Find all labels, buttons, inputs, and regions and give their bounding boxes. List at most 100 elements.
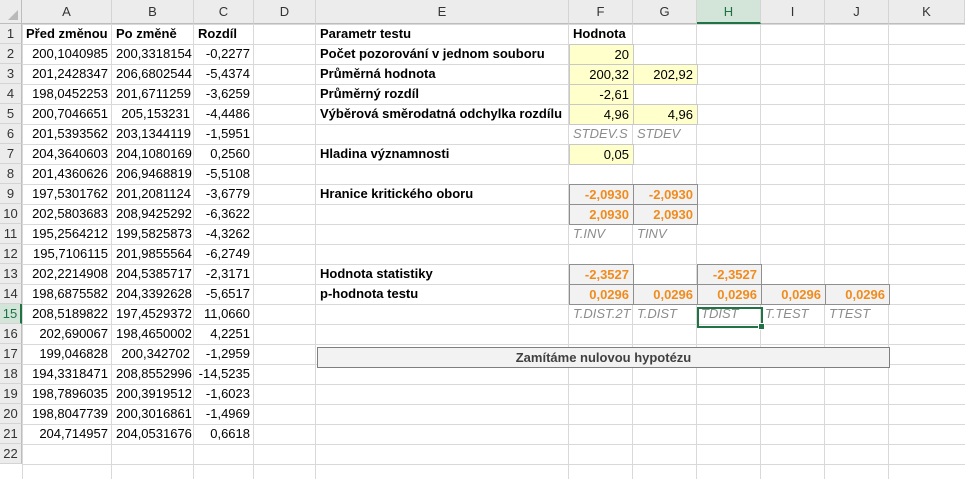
hint-stdev-s[interactable]: STDEV.S <box>573 126 628 141</box>
data-cell-after[interactable]: 204,3392628 <box>116 286 192 301</box>
p-value-ttest-new[interactable]: 0,0296 <box>761 284 826 305</box>
data-cell-diff[interactable]: 11,0660 <box>203 306 250 321</box>
column-header-i[interactable]: I <box>761 0 825 24</box>
data-cell-after[interactable]: 208,9425292 <box>116 206 192 221</box>
data-cell-after[interactable]: 204,1080169 <box>116 146 192 161</box>
row-header-7[interactable]: 7 <box>0 144 22 164</box>
column-header-f[interactable]: F <box>569 0 633 24</box>
data-cell-after[interactable]: 201,9855564 <box>116 246 192 261</box>
row-header-22[interactable]: 22 <box>0 444 22 464</box>
p-value-tdist[interactable]: 0,0296 <box>697 284 762 305</box>
crit-low-tinv2[interactable]: -2,0930 <box>569 184 634 205</box>
data-cell-before[interactable]: 208,5189822 <box>32 306 108 321</box>
p-value-ttest[interactable]: 0,0296 <box>825 284 890 305</box>
data-cell-after[interactable]: 205,153231 <box>121 106 190 121</box>
stat-label[interactable]: Hodnota statistiky <box>320 266 433 281</box>
data-cell-after[interactable]: 201,6711259 <box>116 86 191 101</box>
data-cell-diff[interactable]: -5,6517 <box>205 286 250 301</box>
data-cell-before[interactable]: 201,4360626 <box>32 166 108 181</box>
data-cell-before[interactable]: 202,5803683 <box>32 206 108 221</box>
data-cell-before[interactable]: 201,2428347 <box>32 66 108 81</box>
n-input[interactable]: 20 <box>569 44 634 65</box>
header-after[interactable]: Po změně <box>116 26 177 41</box>
row-header-10[interactable]: 10 <box>0 204 22 224</box>
data-cell-after[interactable]: 198,4650002 <box>116 326 192 341</box>
alpha-label[interactable]: Hladina významnosti <box>320 146 450 161</box>
row-header-11[interactable]: 11 <box>0 224 22 244</box>
row-header-19[interactable]: 19 <box>0 384 22 404</box>
row-header-13[interactable]: 13 <box>0 264 22 284</box>
column-header-g[interactable]: G <box>633 0 697 24</box>
hint-t-test[interactable]: T.TEST <box>765 306 809 321</box>
column-header-b[interactable]: B <box>112 0 194 24</box>
data-cell-diff[interactable]: 0,6618 <box>210 426 250 441</box>
data-cell-after[interactable]: 200,3919512 <box>116 386 192 401</box>
row-header-9[interactable]: 9 <box>0 184 22 204</box>
data-cell-diff[interactable]: -2,3171 <box>205 266 250 281</box>
data-cell-before[interactable]: 198,0452253 <box>32 86 108 101</box>
data-cell-after[interactable]: 204,0531676 <box>116 426 192 441</box>
data-cell-before[interactable]: 202,690067 <box>39 326 108 341</box>
param-header[interactable]: Parametr testu <box>320 26 412 41</box>
hint-ttest[interactable]: TTEST <box>829 306 871 321</box>
mean-before-input[interactable]: 200,32 <box>569 64 634 85</box>
row-header-12[interactable]: 12 <box>0 244 22 264</box>
p-label[interactable]: p-hodnota testu <box>320 286 419 301</box>
data-cell-before[interactable]: 201,5393562 <box>32 126 108 141</box>
data-cell-diff[interactable]: -6,2749 <box>205 246 250 261</box>
hint-t-dist[interactable]: T.DIST <box>637 306 677 321</box>
data-cell-after[interactable]: 197,4529372 <box>116 306 192 321</box>
column-header-j[interactable]: J <box>825 0 889 24</box>
row-header-6[interactable]: 6 <box>0 124 22 144</box>
select-all-corner[interactable] <box>0 0 22 24</box>
crit-high-tinv[interactable]: 2,0930 <box>633 204 698 225</box>
crit-high-tinv2[interactable]: 2,0930 <box>569 204 634 225</box>
p-value-tdist2t[interactable]: 0,0296 <box>569 284 634 305</box>
data-cell-before[interactable]: 195,7106115 <box>33 246 108 261</box>
data-cell-before[interactable]: 198,8047739 <box>32 406 108 421</box>
crit-label[interactable]: Hranice kritického oboru <box>320 186 474 201</box>
data-cell-diff[interactable]: -4,4486 <box>205 106 250 121</box>
column-header-h[interactable]: H <box>697 0 761 24</box>
data-cell-after[interactable]: 206,6802544 <box>116 66 192 81</box>
data-cell-before[interactable]: 199,046828 <box>39 346 108 361</box>
column-header-d[interactable]: D <box>254 0 316 24</box>
active-cell-selection[interactable] <box>697 307 765 330</box>
data-cell-diff[interactable]: -5,4374 <box>205 66 250 81</box>
data-cell-after[interactable]: 206,9468819 <box>116 166 192 181</box>
row-header-15[interactable]: 15 <box>0 304 22 324</box>
column-header-e[interactable]: E <box>316 0 569 24</box>
data-cell-before[interactable]: 198,7896035 <box>32 386 108 401</box>
sd-stdev-input[interactable]: 4,96 <box>633 104 698 125</box>
hint-t-inv[interactable]: T.INV <box>573 226 606 241</box>
data-cell-diff[interactable]: -5,5108 <box>205 166 250 181</box>
data-cell-after[interactable]: 199,5825873 <box>116 226 192 241</box>
data-cell-before[interactable]: 200,7046651 <box>32 106 108 121</box>
data-cell-after[interactable]: 204,5385717 <box>116 266 192 281</box>
row-header-8[interactable]: 8 <box>0 164 22 184</box>
data-cell-after[interactable]: 200,3016861 <box>116 406 192 421</box>
data-cell-diff[interactable]: -3,6779 <box>205 186 250 201</box>
mean-label[interactable]: Průměrná hodnota <box>320 66 436 81</box>
data-cell-before[interactable]: 202,2214908 <box>32 266 108 281</box>
row-header-2[interactable]: 2 <box>0 44 22 64</box>
row-header-18[interactable]: 18 <box>0 364 22 384</box>
row-header-20[interactable]: 20 <box>0 404 22 424</box>
data-cell-before[interactable]: 194,3318471 <box>32 366 108 381</box>
data-cell-after[interactable]: 200,3318154 <box>116 46 192 61</box>
data-cell-before[interactable]: 200,1040985 <box>32 46 108 61</box>
data-cell-before[interactable]: 204,3640603 <box>32 146 108 161</box>
crit-low-tinv[interactable]: -2,0930 <box>633 184 698 205</box>
row-header-4[interactable]: 4 <box>0 84 22 104</box>
conclusion-banner[interactable]: Zamítáme nulovou hypotézu <box>317 347 890 368</box>
data-cell-after[interactable]: 200,342702 <box>121 346 190 361</box>
cell-grid[interactable] <box>22 24 965 479</box>
alpha-input[interactable]: 0,05 <box>569 144 634 165</box>
hint-t-dist-2t[interactable]: T.DIST.2T <box>573 306 631 321</box>
header-diff[interactable]: Rozdíl <box>198 26 237 41</box>
data-cell-diff[interactable]: -1,4969 <box>205 406 250 421</box>
row-header-21[interactable]: 21 <box>0 424 22 444</box>
row-header-1[interactable]: 1 <box>0 24 22 44</box>
hint-stdev[interactable]: STDEV <box>637 126 681 141</box>
hint-tinv[interactable]: TINV <box>637 226 667 241</box>
